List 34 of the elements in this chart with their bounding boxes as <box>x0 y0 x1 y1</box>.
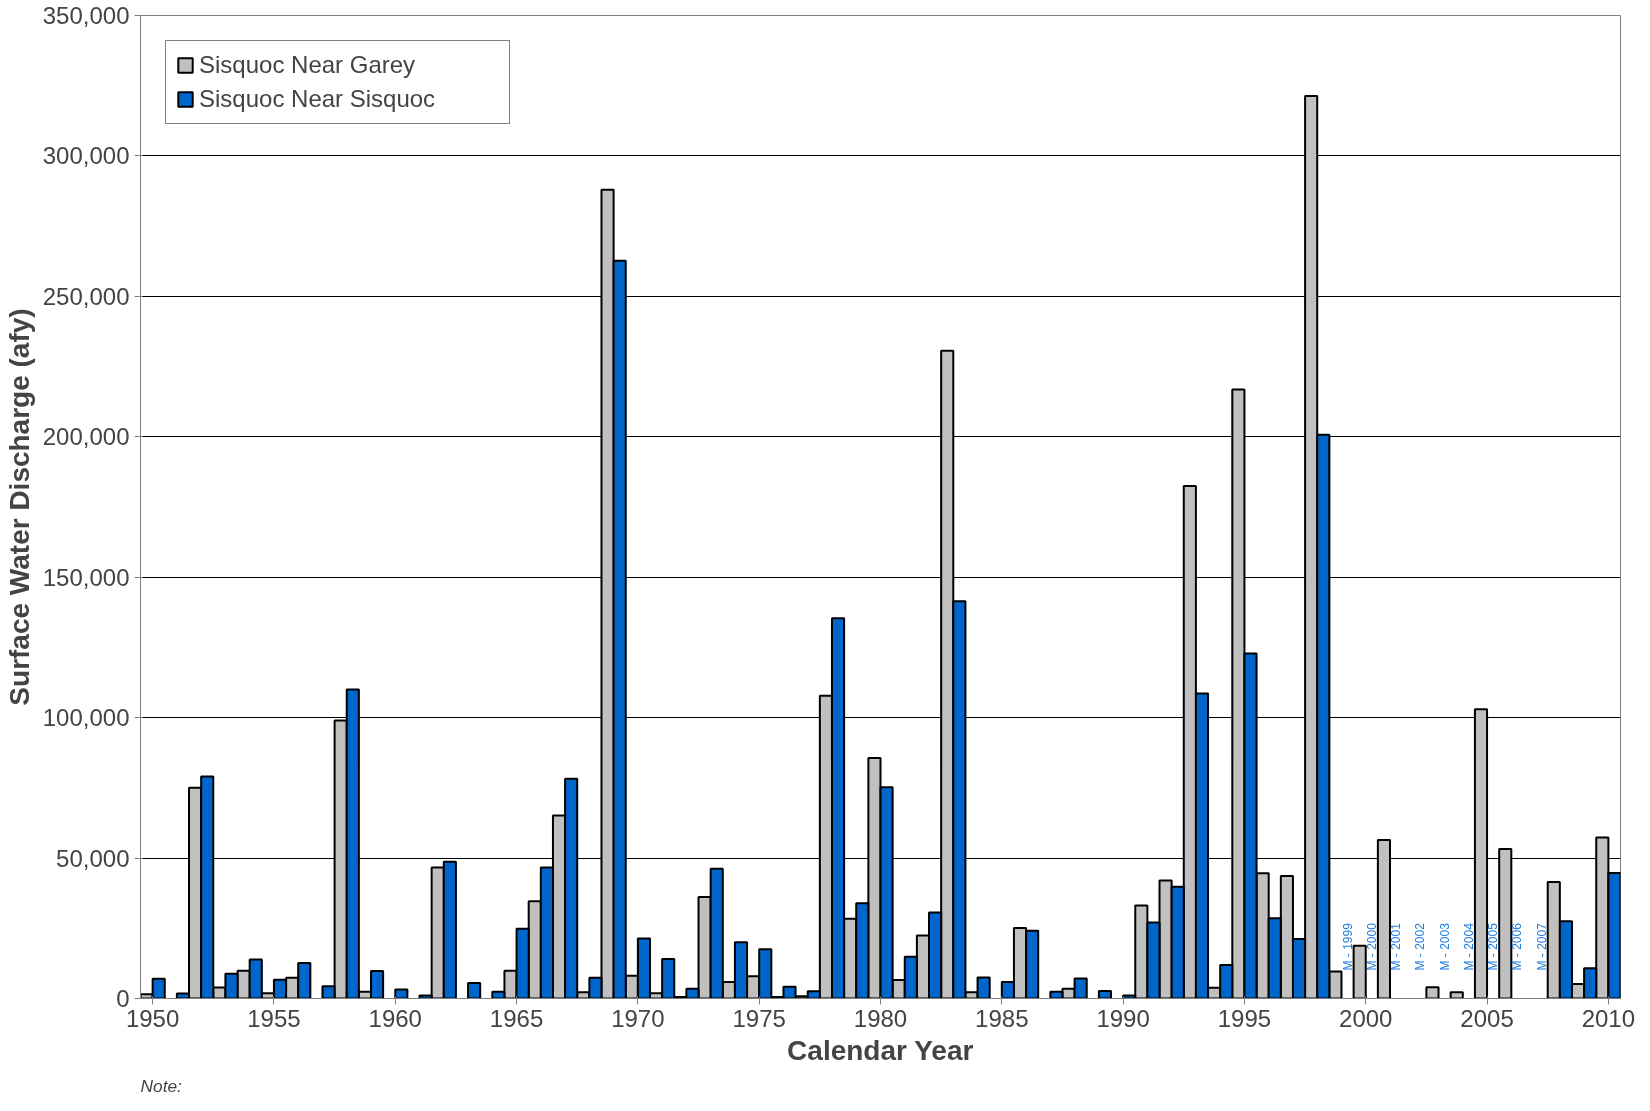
annotation: M - 2000 <box>1364 922 1379 971</box>
x-tick-label: 2010 <box>1581 1004 1636 1032</box>
y-tick-label: 250,000 <box>42 282 130 310</box>
annotation: M - 2006 <box>1510 922 1525 971</box>
x-tick-label: 2000 <box>1339 1004 1393 1032</box>
annotation: M - 2005 <box>1486 922 1501 971</box>
x-tick-label: 1980 <box>853 1004 908 1032</box>
annotation: M - 2001 <box>1389 922 1404 971</box>
annotation: M - 1999 <box>1340 922 1355 971</box>
y-axis-title: Surface Water Discharge (afy) <box>3 308 35 706</box>
x-tick-label: 1970 <box>611 1004 665 1032</box>
y-tick-label: 100,000 <box>42 704 130 732</box>
annotation: M - 2004 <box>1461 922 1476 971</box>
legend-label: Sisquoc Near Sisquoc <box>199 85 437 113</box>
annotation: M - 2007 <box>1534 922 1549 971</box>
x-tick-label: 1965 <box>489 1004 544 1032</box>
x-tick-label: 2005 <box>1460 1004 1514 1032</box>
y-tick-label: 350,000 <box>42 2 130 29</box>
x-axis-title: Calendar Year <box>787 1034 974 1066</box>
annotation: M - 2003 <box>1437 922 1452 971</box>
text: Note: <box>140 1075 183 1096</box>
x-tick-label: 1955 <box>247 1004 301 1032</box>
y-tick-label: 200,000 <box>42 423 130 451</box>
y-tick-label: 150,000 <box>42 563 130 591</box>
y-tick-label: 0 <box>116 985 130 1012</box>
x-tick-label: 1985 <box>975 1004 1029 1032</box>
y-tick-label: 50,000 <box>56 844 130 872</box>
legend-label: Sisquoc Near Garey <box>199 51 417 79</box>
annotation: M - 2002 <box>1413 922 1428 971</box>
x-tick-label: 1990 <box>1096 1004 1150 1032</box>
x-tick-label: 1975 <box>732 1004 786 1032</box>
y-tick-label: 300,000 <box>42 142 130 170</box>
x-tick-label: 1960 <box>368 1004 422 1032</box>
x-tick-label: 1995 <box>1217 1004 1272 1032</box>
